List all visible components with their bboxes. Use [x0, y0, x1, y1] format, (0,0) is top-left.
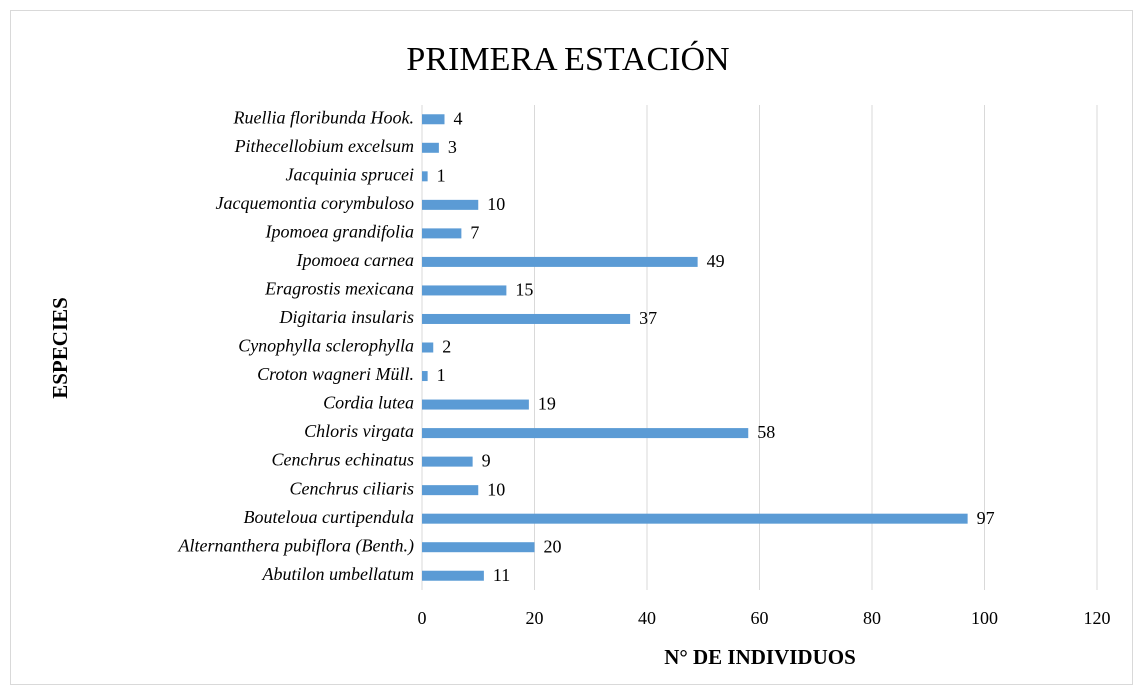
- bar: [422, 570, 484, 581]
- value-label: 20: [544, 536, 562, 556]
- y-axis-label: ESPECIES: [48, 297, 72, 399]
- y-tick-label: Bouteloua curtipendula: [244, 507, 414, 527]
- value-label: 10: [487, 194, 505, 214]
- bar: [422, 171, 428, 182]
- x-tick-label: 100: [971, 608, 998, 628]
- x-tick-label: 20: [526, 608, 544, 628]
- chart-border: [10, 10, 1133, 685]
- x-tick-label: 80: [863, 608, 881, 628]
- value-label: 10: [487, 479, 505, 499]
- value-label: 1: [437, 365, 446, 385]
- y-tick-label: Eragrostis mexicana: [264, 279, 414, 299]
- bar: [422, 342, 434, 353]
- y-tick-label: Abutilon umbellatum: [262, 564, 415, 584]
- bar: [422, 456, 473, 467]
- x-tick-label: 0: [418, 608, 427, 628]
- bar: [422, 542, 535, 553]
- bar: [422, 228, 462, 239]
- y-tick-label: Cordia lutea: [323, 393, 414, 413]
- bar: [422, 142, 439, 153]
- value-label: 4: [454, 108, 463, 128]
- y-tick-label: Ruellia floribunda Hook.: [233, 107, 414, 127]
- x-tick-label: 60: [751, 608, 769, 628]
- value-label: 9: [482, 451, 491, 471]
- y-tick-label: Cenchrus echinatus: [272, 450, 414, 470]
- bar: [422, 513, 968, 524]
- value-label: 2: [442, 337, 451, 357]
- y-tick-label: Pithecellobium excelsum: [234, 136, 414, 156]
- bar: [422, 114, 445, 125]
- bar: [422, 285, 507, 296]
- x-axis-label: N° DE INDIVIDUOS: [664, 645, 856, 669]
- x-tick-label: 120: [1084, 608, 1111, 628]
- bar: [422, 371, 428, 382]
- y-tick-label: Ipomoea carnea: [296, 250, 414, 270]
- y-tick-label: Jacquinia sprucei: [286, 164, 414, 184]
- value-label: 49: [707, 251, 725, 271]
- y-tick-label: Chloris virgata: [304, 421, 414, 441]
- value-label: 11: [493, 565, 510, 585]
- x-tick-label: 40: [638, 608, 656, 628]
- value-label: 3: [448, 137, 457, 157]
- y-tick-label: Digitaria insularis: [278, 307, 414, 327]
- bar: [422, 428, 749, 439]
- value-label: 1: [437, 165, 446, 185]
- bar: [422, 313, 631, 324]
- bar: [422, 485, 479, 496]
- bar: [422, 199, 479, 210]
- y-tick-label: Alternanthera pubiflora (Benth.): [178, 535, 414, 556]
- value-label: 97: [977, 508, 995, 528]
- bar: [422, 256, 698, 267]
- y-tick-label: Cenchrus ciliaris: [290, 478, 415, 498]
- bar: [422, 399, 529, 410]
- y-tick-label: Cynophylla sclerophylla: [238, 336, 414, 356]
- y-tick-label: Jacquemontia corymbuloso: [216, 193, 414, 213]
- value-label: 15: [515, 280, 533, 300]
- value-label: 19: [538, 394, 556, 414]
- value-label: 7: [470, 223, 479, 243]
- chart-title: PRIMERA ESTACIÓN: [406, 40, 729, 78]
- y-tick-label: Ipomoea grandifolia: [265, 222, 415, 242]
- value-label: 58: [757, 422, 775, 442]
- value-label: 37: [639, 308, 657, 328]
- y-tick-label: Croton wagneri Müll.: [257, 364, 414, 384]
